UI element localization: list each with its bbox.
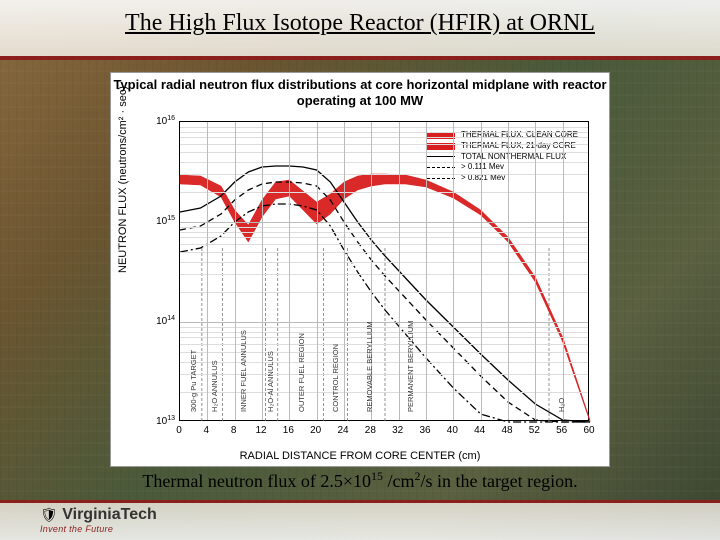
region-label: H₂O (557, 398, 566, 412)
region-label: CONTROL REGION (331, 344, 340, 412)
x-tick: 60 (583, 425, 594, 436)
x-tick: 44 (474, 425, 485, 436)
x-tick: 12 (255, 425, 266, 436)
legend-label: TOTAL NONTHERMAL FLUX (461, 152, 566, 163)
x-tick: 16 (283, 425, 294, 436)
region-label: OUTER FUEL REGION (297, 333, 306, 412)
legend-label: THERMAL FLUX, 21-day CORE (461, 141, 576, 152)
footer-logo: 🛡 VirginiaTech Invent the Future (40, 506, 157, 534)
region-label: H₂O ANNULUS (210, 360, 219, 412)
legend-swatch (427, 178, 455, 179)
chart-panel: Typical radial neutron flux distribution… (110, 72, 610, 467)
region-label: PERMANENT BERYLLIUM (406, 321, 415, 412)
caption: Thermal neutron flux of 2.5×1015 /cm2/s … (0, 469, 720, 492)
chart-ylabel: NEUTRON FLUX (neutrons/cm² · sec) (117, 86, 129, 273)
legend-item: > 0.111 Mev (427, 162, 578, 173)
x-tick: 48 (501, 425, 512, 436)
x-tick: 24 (337, 425, 348, 436)
footer-brand: VirginiaTech (62, 506, 157, 523)
y-tick: 1013 (147, 415, 175, 427)
x-tick: 56 (556, 425, 567, 436)
x-tick: 52 (529, 425, 540, 436)
page-title: The High Flux Isotope Reactor (HFIR) at … (0, 10, 720, 37)
region-label: REMOVABLE BERYLLIUM (365, 321, 374, 412)
region-label: 300-g Pu TARGET (189, 350, 198, 412)
x-tick: 28 (365, 425, 376, 436)
chart-xlabel: RADIAL DISTANCE FROM CORE CENTER (cm) (111, 450, 609, 462)
y-tick: 1014 (147, 315, 175, 327)
region-label: H₂O-Al ANNULUS (266, 351, 275, 412)
x-tick: 0 (176, 425, 182, 436)
legend-swatch (427, 156, 455, 157)
chart-title: Typical radial neutron flux distribution… (111, 77, 609, 108)
x-tick: 36 (419, 425, 430, 436)
legend-item: TOTAL NONTHERMAL FLUX (427, 152, 578, 163)
footer-tagline: Invent the Future (40, 524, 157, 534)
y-tick: 1015 (147, 215, 175, 227)
legend-item: THERMAL FLUX, 21-day CORE (427, 141, 578, 152)
y-tick: 1016 (147, 115, 175, 127)
x-tick: 40 (447, 425, 458, 436)
legend-swatch (427, 167, 455, 168)
shield-icon: 🛡 (40, 506, 58, 522)
legend-label: > 0.111 Mev (461, 162, 504, 173)
x-tick: 4 (204, 425, 210, 436)
x-tick: 8 (231, 425, 237, 436)
x-tick: 32 (392, 425, 403, 436)
region-label: INNER FUEL ANNULUS (239, 330, 248, 412)
chart-plot-area: THERMAL FLUX, CLEAN CORETHERMAL FLUX, 21… (179, 121, 589, 421)
x-tick: 20 (310, 425, 321, 436)
